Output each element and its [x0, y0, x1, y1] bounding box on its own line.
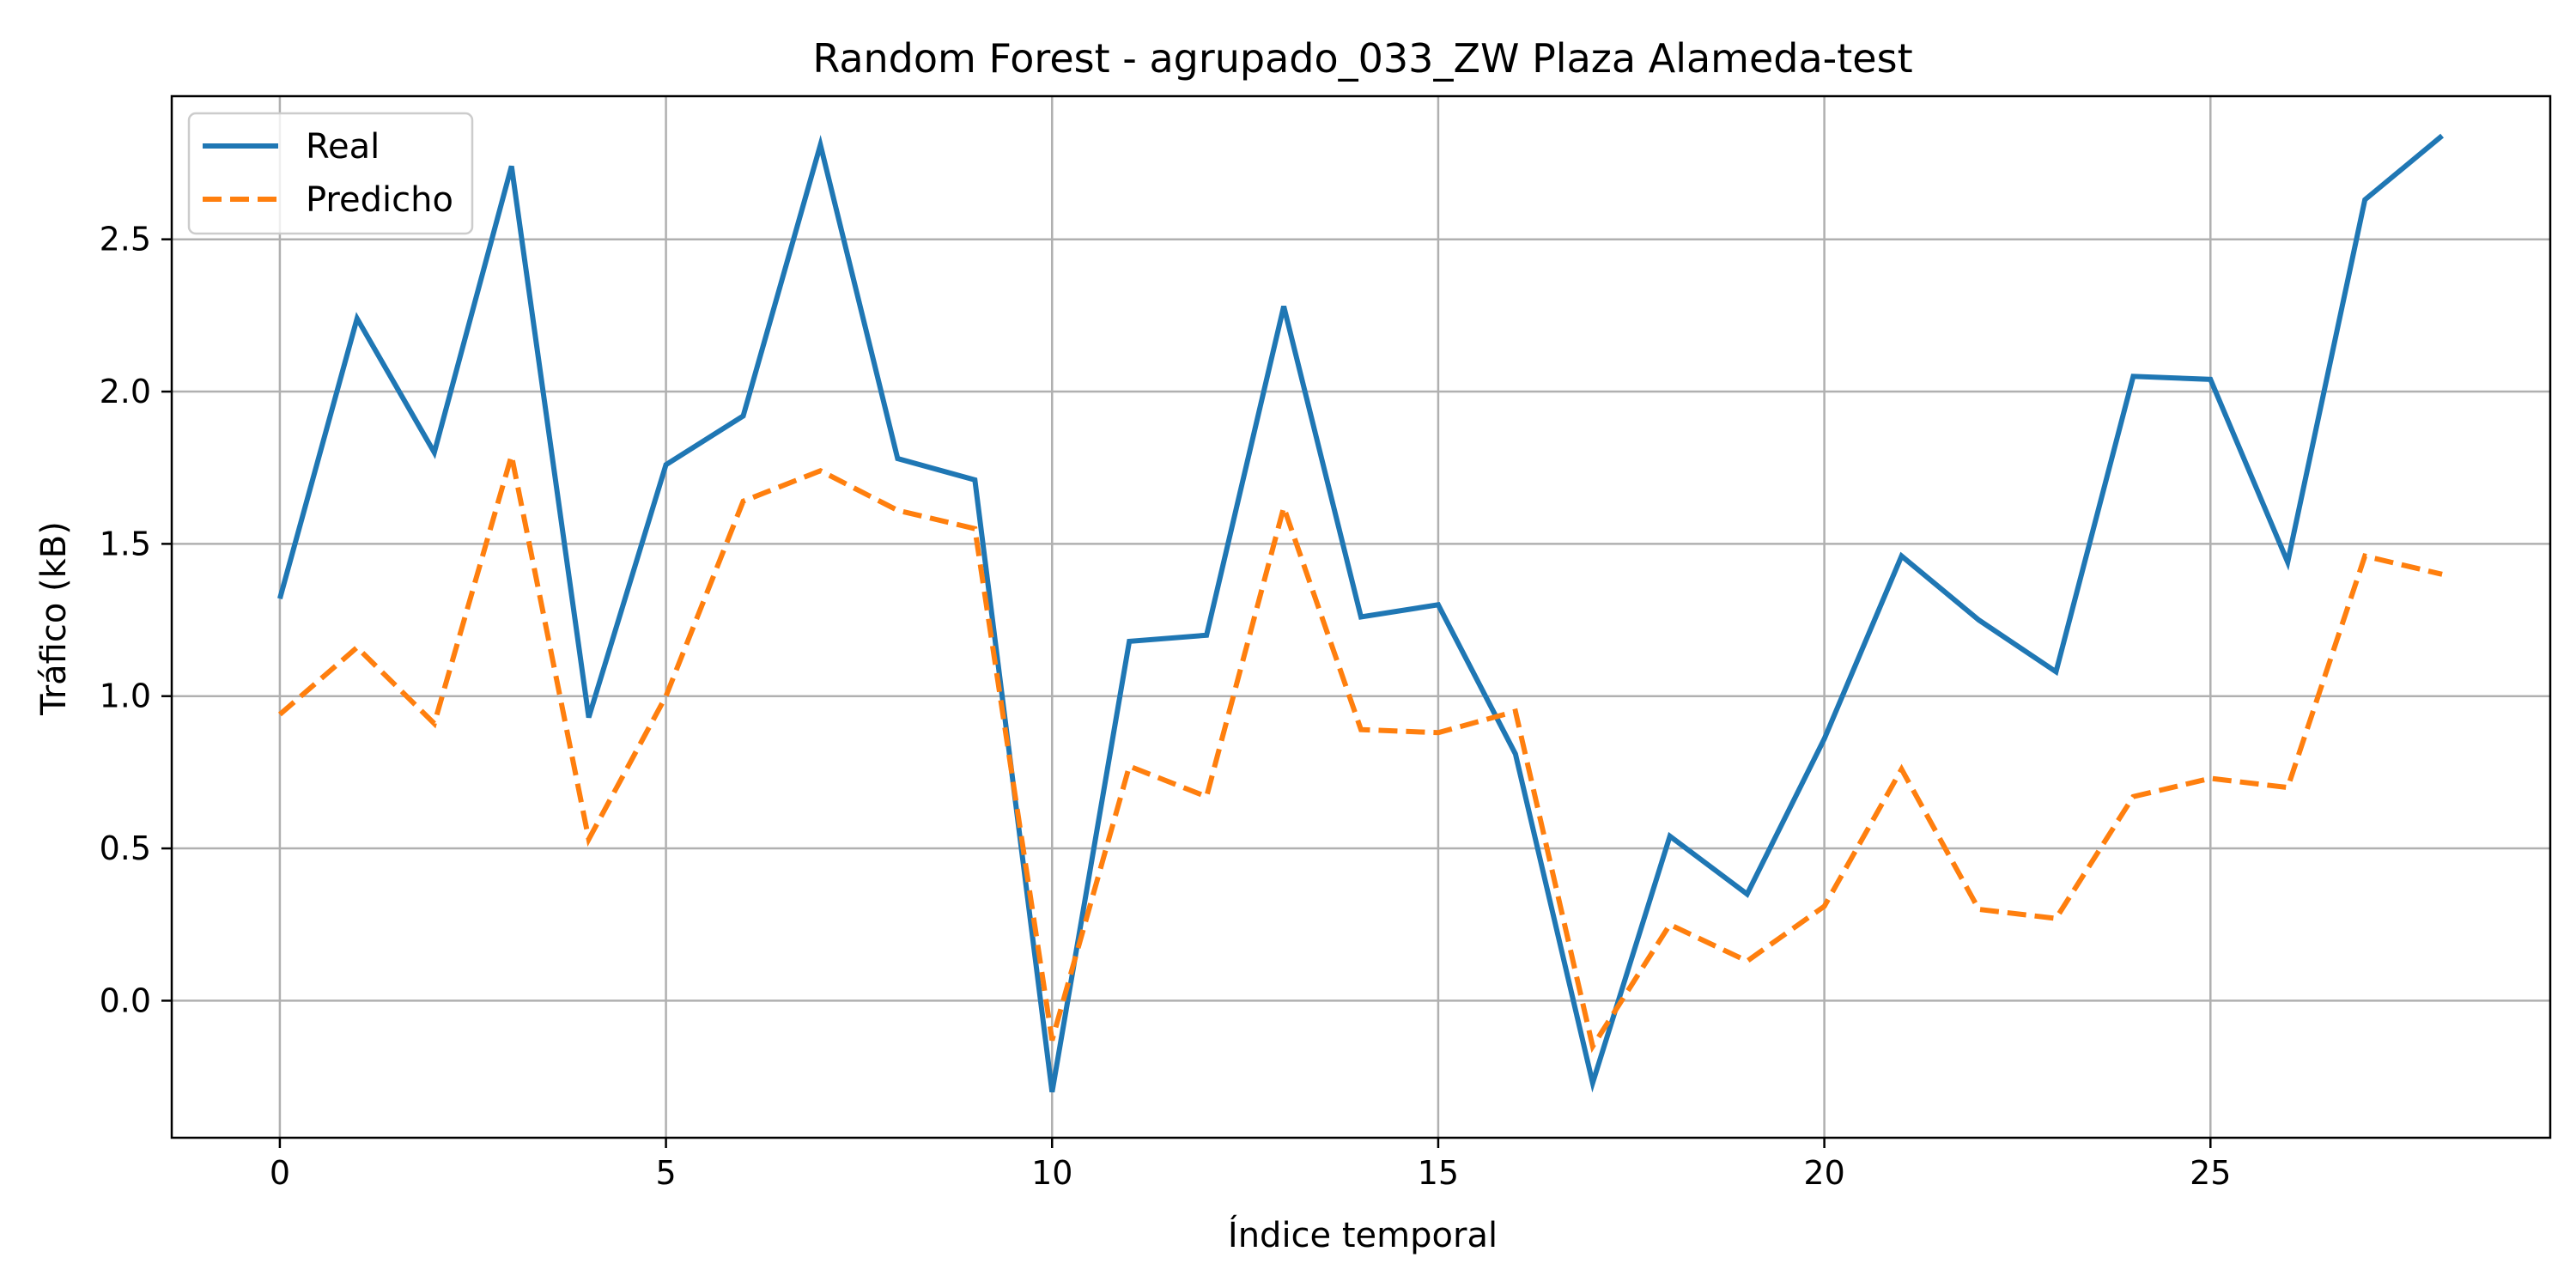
y-tick-label: 2.0 — [100, 373, 151, 410]
chart-title: Random Forest - agrupado_033_ZW Plaza Al… — [812, 35, 1912, 82]
x-tick-label: 10 — [1031, 1154, 1072, 1192]
x-tick-label: 5 — [655, 1154, 676, 1192]
x-tick-label: 20 — [1803, 1154, 1844, 1192]
y-tick-label: 1.0 — [100, 677, 151, 715]
series-lines — [277, 133, 2445, 1093]
x-tick-label: 15 — [1418, 1154, 1459, 1192]
x-tick-label: 0 — [270, 1154, 290, 1192]
y-tick-label: 1.5 — [100, 525, 151, 562]
series-line-real — [277, 133, 2445, 1093]
y-axis-label: Tráfico (kB) — [34, 521, 74, 716]
y-tick-label: 2.5 — [100, 221, 151, 258]
x-axis-label: Índice temporal — [1228, 1214, 1498, 1255]
y-tick-label: 0.0 — [100, 981, 151, 1019]
plot-frame — [170, 94, 2552, 1139]
legend-label-real: Real — [306, 127, 380, 167]
y-tick-label: 0.5 — [100, 829, 151, 867]
axis-ticks: 0 5 10 15 20 25 0.0 0.5 1.0 1.5 2.0 2.5 — [100, 221, 2232, 1192]
grid — [172, 96, 2550, 1138]
legend-label-predicho: Predicho — [306, 180, 453, 220]
legend: Real Predicho — [187, 112, 474, 235]
x-tick-label: 25 — [2190, 1154, 2231, 1192]
